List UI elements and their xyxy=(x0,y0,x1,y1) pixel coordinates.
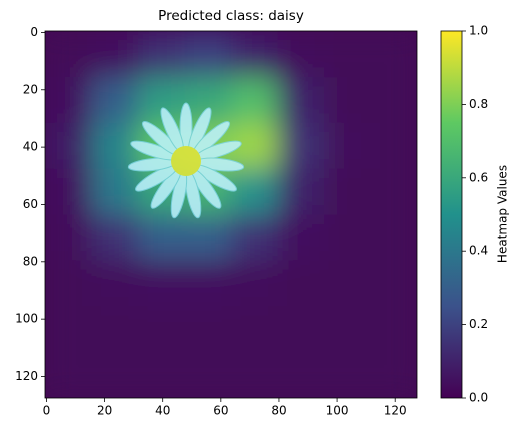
heat-cell xyxy=(91,168,139,215)
colorbar xyxy=(440,30,463,399)
heat-cell xyxy=(184,214,232,261)
heat-cell xyxy=(324,168,371,215)
heat-cell xyxy=(45,352,92,398)
y-tick-label: 100 xyxy=(15,312,38,326)
y-tick-label: 20 xyxy=(23,82,38,96)
heat-cell xyxy=(45,168,92,215)
heat-cell xyxy=(91,214,139,261)
heat-cell xyxy=(370,352,417,398)
x-tick-label: 100 xyxy=(326,404,349,418)
heat-cell xyxy=(91,306,139,353)
heat-cell xyxy=(370,122,417,170)
heat-cell xyxy=(91,76,139,124)
x-tick-label: 60 xyxy=(213,404,228,418)
heat-cell xyxy=(184,31,232,78)
x-tick-label: 80 xyxy=(271,404,286,418)
heat-cell xyxy=(370,168,417,215)
heat-cell xyxy=(184,260,232,307)
heat-cell xyxy=(277,214,325,261)
x-tick-label: 20 xyxy=(97,404,112,418)
colorbar-tick-label: 0.2 xyxy=(469,317,488,331)
heat-cell xyxy=(45,214,92,261)
heat-cell xyxy=(231,214,278,261)
colorbar-tick-label: 0.4 xyxy=(469,244,488,258)
heat-cell xyxy=(91,122,139,170)
heat-cell xyxy=(277,306,325,353)
heat-cell xyxy=(370,76,417,124)
heat-cell xyxy=(277,168,325,215)
heat-cell xyxy=(324,76,371,124)
heat-cell xyxy=(91,31,139,78)
heat-cell xyxy=(138,306,185,353)
heat-cell xyxy=(370,31,417,78)
x-tick-label: 0 xyxy=(43,404,51,418)
heat-cell xyxy=(138,352,185,398)
heat-cell xyxy=(45,122,92,170)
heat-cell xyxy=(324,122,371,170)
heat-cell xyxy=(45,306,92,353)
heat-cell xyxy=(324,306,371,353)
colorbar-tick-label: 1.0 xyxy=(469,24,488,38)
heat-cell xyxy=(231,352,278,398)
heat-cell xyxy=(277,76,325,124)
heat-cell xyxy=(184,306,232,353)
colorbar-label: Heatmap Values xyxy=(496,165,510,263)
heat-cell xyxy=(277,122,325,170)
heat-cell xyxy=(184,352,232,398)
heat-cell xyxy=(231,168,278,215)
heat-cell xyxy=(324,352,371,398)
heat-cell xyxy=(45,260,92,307)
heat-cell xyxy=(277,260,325,307)
heat-cell xyxy=(370,306,417,353)
heat-cell xyxy=(91,260,139,307)
y-tick-label: 120 xyxy=(15,369,38,383)
x-tick-label: 120 xyxy=(384,404,407,418)
y-tick-label: 60 xyxy=(23,197,38,211)
heat-cell xyxy=(277,31,325,78)
heat-cell xyxy=(277,352,325,398)
y-tick-label: 0 xyxy=(30,25,38,39)
heat-cell xyxy=(231,31,278,78)
heat-cell xyxy=(324,214,371,261)
heat-cell xyxy=(138,214,185,261)
heat-cell xyxy=(91,352,139,398)
heat-cell xyxy=(45,31,92,78)
colorbar-tick-label: 0.8 xyxy=(469,97,488,111)
colorbar-tick-label: 0.6 xyxy=(469,170,488,184)
heat-cell xyxy=(324,260,371,307)
heat-cell xyxy=(231,76,278,124)
colorbar-tick-label: 0.0 xyxy=(469,391,488,405)
heat-cell xyxy=(138,31,185,78)
heatmap xyxy=(45,31,417,398)
heat-cell xyxy=(45,76,92,124)
y-tick-label: 40 xyxy=(23,140,38,154)
heat-cell xyxy=(138,260,185,307)
y-tick-label: 80 xyxy=(23,254,38,268)
x-tick-label: 40 xyxy=(155,404,170,418)
axes-frame xyxy=(44,30,418,399)
heat-cell xyxy=(370,214,417,261)
heat-cell xyxy=(370,260,417,307)
chart-title: Predicted class: daisy xyxy=(158,8,304,24)
flower xyxy=(127,102,245,219)
heat-cell xyxy=(324,31,371,78)
heat-cell xyxy=(231,260,278,307)
heat-cell xyxy=(231,306,278,353)
plot-area xyxy=(45,31,417,398)
